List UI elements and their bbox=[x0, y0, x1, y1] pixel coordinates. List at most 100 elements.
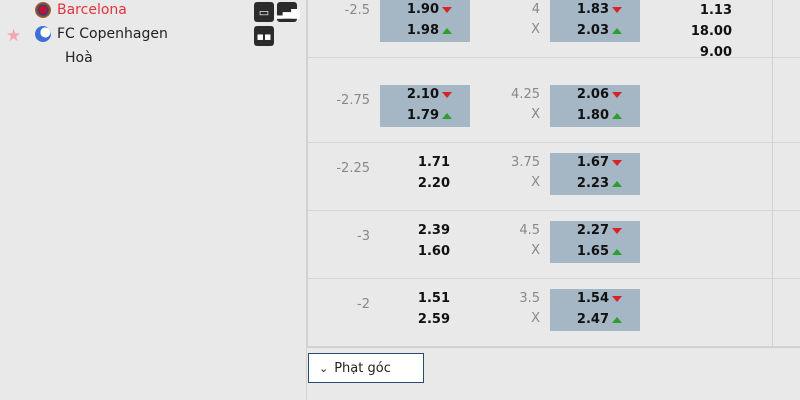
odds-number: 1.71 bbox=[417, 155, 450, 170]
arrow-down-icon bbox=[612, 6, 622, 13]
arrow-down-icon bbox=[612, 91, 622, 98]
handicap-line: -2 bbox=[357, 297, 370, 312]
stats-icon[interactable]: ▂▄▆ bbox=[274, 2, 300, 22]
odds-number: 1.80 bbox=[576, 108, 609, 123]
chevron-down-icon: ⌄ bbox=[319, 361, 329, 375]
odds-value[interactable]: 1.71 bbox=[418, 153, 450, 173]
odds-number: 2.06 bbox=[576, 87, 609, 102]
arrow-up-icon bbox=[612, 27, 622, 34]
odds-number: 2.47 bbox=[576, 312, 609, 327]
total-line: 4.25 X bbox=[511, 85, 540, 125]
total-x: X bbox=[531, 22, 540, 37]
odds-number: 1.67 bbox=[576, 155, 609, 170]
odds-value[interactable]: 1.90 bbox=[407, 0, 452, 20]
arrow-up-icon bbox=[612, 112, 622, 119]
odds-number: 1.79 bbox=[406, 108, 439, 123]
corner-kicks-button[interactable]: ⌄ Phạt góc bbox=[308, 353, 424, 383]
odds-number: 2.20 bbox=[417, 176, 450, 191]
total-value: 3.75 bbox=[511, 155, 540, 170]
odds-value[interactable]: 1.54 bbox=[577, 289, 622, 309]
odds-row: -2 1.51 2.59 3.5 X 1.54 2.47 bbox=[308, 279, 800, 347]
odds-value[interactable]: 2.23 bbox=[577, 174, 622, 194]
odds-value[interactable]: 1.60 bbox=[418, 242, 450, 262]
odds-row: -3 2.39 1.60 4.5 X 2.27 1.65 bbox=[308, 211, 800, 279]
odds-number: 2.03 bbox=[576, 23, 609, 38]
odds-value[interactable]: 1.65 bbox=[577, 242, 622, 262]
odds-number: 2.39 bbox=[417, 223, 450, 238]
odds-value[interactable]: 2.06 bbox=[577, 85, 622, 105]
total-line: 3.5 X bbox=[519, 289, 540, 329]
odds-box[interactable]: 1.54 2.47 bbox=[550, 289, 640, 331]
odds-row: -2.5 1.90 1.98 4 X 1.83 2.03 1.13 18.00 9.00 bbox=[308, 0, 800, 60]
arrow-up-icon bbox=[442, 27, 452, 34]
total-line: 4.5 X bbox=[519, 221, 540, 261]
odds-value[interactable]: 1.83 bbox=[577, 0, 622, 20]
draw-label: Hoà bbox=[65, 50, 93, 66]
arrow-down-icon bbox=[442, 91, 452, 98]
odds-row: -2.25 1.71 2.20 3.75 X 1.67 2.23 bbox=[308, 143, 800, 211]
odds-value[interactable]: 1.79 bbox=[407, 106, 452, 126]
total-value: 4 bbox=[531, 2, 540, 17]
odds-number: 1.54 bbox=[576, 291, 609, 306]
odds-value[interactable]: 2.20 bbox=[418, 174, 450, 194]
odds-number: 2.10 bbox=[406, 87, 439, 102]
arrow-down-icon bbox=[612, 227, 622, 234]
odds-box[interactable]: 2.27 1.65 bbox=[550, 221, 640, 263]
odds-value[interactable]: 2.10 bbox=[407, 85, 452, 105]
odds-number: 2.59 bbox=[417, 312, 450, 327]
arrow-down-icon bbox=[612, 159, 622, 166]
odds-box[interactable]: 1.71 2.20 bbox=[380, 153, 470, 195]
tv-icon[interactable]: ▭ bbox=[254, 2, 274, 22]
odds-value[interactable]: 2.47 bbox=[577, 310, 622, 330]
arrow-up-icon bbox=[442, 112, 452, 119]
total-x: X bbox=[531, 107, 540, 122]
away-team-name: FC Copenhagen bbox=[57, 26, 168, 42]
corner-kicks-label: Phạt góc bbox=[334, 360, 391, 376]
odds-box[interactable]: 2.06 1.80 bbox=[550, 85, 640, 127]
total-x: X bbox=[531, 243, 540, 258]
odds-number: 1.65 bbox=[576, 244, 609, 259]
odds-value[interactable]: 1.98 bbox=[407, 21, 452, 41]
draw-text: Hoà bbox=[65, 50, 93, 66]
odds-value[interactable]: 2.27 bbox=[577, 221, 622, 241]
arrow-up-icon bbox=[612, 180, 622, 187]
arrow-down-icon bbox=[442, 6, 452, 13]
arrow-up-icon bbox=[612, 248, 622, 255]
odds-box[interactable]: 1.90 1.98 bbox=[380, 0, 470, 42]
odds-value[interactable]: 1.51 bbox=[418, 289, 450, 309]
odds-number: 1.90 bbox=[406, 2, 439, 17]
home-team[interactable]: Barcelona bbox=[35, 2, 127, 18]
odds-box[interactable]: 2.39 1.60 bbox=[380, 221, 470, 263]
total-value: 3.5 bbox=[519, 291, 540, 306]
handicap-line: -2.75 bbox=[336, 93, 370, 108]
star-icon[interactable]: ★ bbox=[6, 26, 22, 46]
odds-number: 2.23 bbox=[576, 176, 609, 191]
odds-table bbox=[307, 0, 800, 348]
odds-box[interactable]: 2.10 1.79 bbox=[380, 85, 470, 127]
odds-row: -2.75 2.10 1.79 4.25 X 2.06 1.80 bbox=[308, 75, 800, 143]
home-team-name: Barcelona bbox=[57, 2, 127, 18]
odds-value[interactable]: 2.03 bbox=[577, 21, 622, 41]
odds-box[interactable]: 1.67 2.23 bbox=[550, 153, 640, 195]
handicap-line: -3 bbox=[357, 229, 370, 244]
1x2-value[interactable]: 1.13 bbox=[699, 3, 732, 18]
total-value: 4.5 bbox=[519, 223, 540, 238]
1x2-value[interactable]: 18.00 bbox=[690, 24, 732, 39]
odds-value[interactable]: 2.39 bbox=[418, 221, 450, 241]
column-divider bbox=[772, 0, 773, 348]
away-team[interactable]: FC Copenhagen bbox=[35, 26, 168, 42]
total-line: 3.75 X bbox=[511, 153, 540, 193]
odds-box[interactable]: 1.83 2.03 bbox=[550, 0, 640, 42]
barcelona-logo-icon bbox=[35, 2, 51, 18]
lineup-icon[interactable]: ▪▪ bbox=[254, 26, 274, 46]
1x2-value[interactable]: 9.00 bbox=[699, 45, 732, 60]
odds-value[interactable]: 2.59 bbox=[418, 310, 450, 330]
odds-value[interactable]: 1.80 bbox=[577, 106, 622, 126]
odds-box[interactable]: 1.51 2.59 bbox=[380, 289, 470, 331]
odds-number: 1.51 bbox=[417, 291, 450, 306]
1x2-odds: 1.13 18.00 9.00 bbox=[691, 0, 732, 63]
odds-value[interactable]: 1.67 bbox=[577, 153, 622, 173]
arrow-down-icon bbox=[612, 295, 622, 302]
odds-number: 2.27 bbox=[576, 223, 609, 238]
